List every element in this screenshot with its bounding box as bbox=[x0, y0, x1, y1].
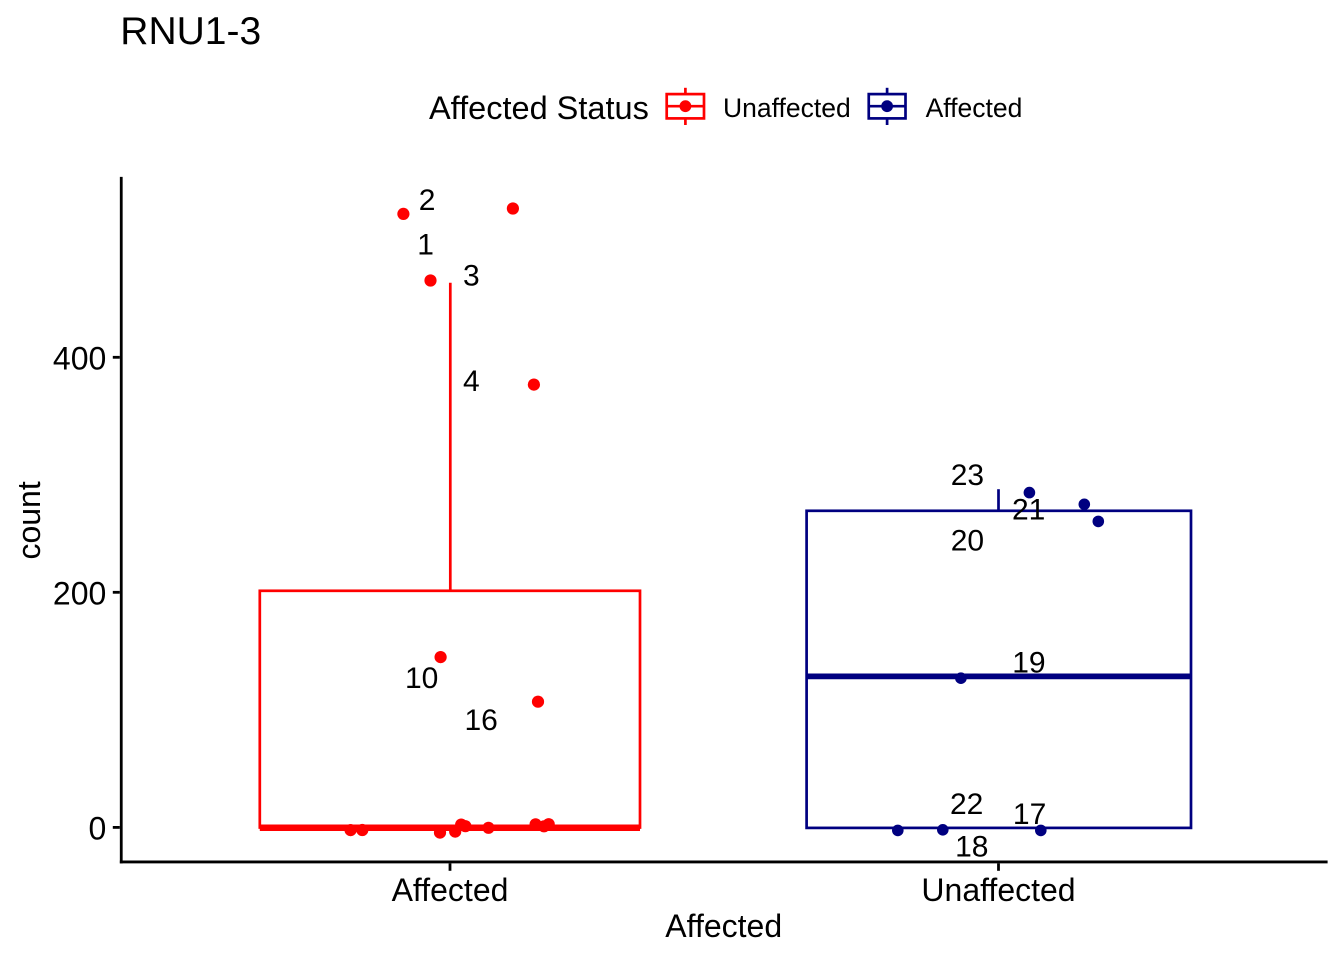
svg-text:Affected: Affected bbox=[926, 93, 1023, 123]
svg-text:Affected: Affected bbox=[392, 872, 509, 908]
svg-text:10: 10 bbox=[405, 662, 438, 695]
svg-text:19: 19 bbox=[1012, 647, 1045, 680]
svg-text:0: 0 bbox=[89, 810, 107, 846]
svg-text:20: 20 bbox=[951, 525, 984, 558]
svg-text:2: 2 bbox=[419, 184, 436, 217]
svg-text:22: 22 bbox=[950, 788, 983, 821]
svg-text:23: 23 bbox=[951, 459, 984, 492]
svg-text:3: 3 bbox=[463, 260, 480, 293]
svg-text:21: 21 bbox=[1012, 493, 1045, 526]
svg-text:400: 400 bbox=[53, 340, 106, 376]
svg-text:Affected: Affected bbox=[665, 908, 782, 944]
svg-text:RNU1-3: RNU1-3 bbox=[120, 10, 261, 53]
svg-text:count: count bbox=[11, 481, 47, 559]
svg-text:4: 4 bbox=[463, 365, 480, 398]
svg-text:Unaffected: Unaffected bbox=[723, 93, 851, 123]
svg-text:18: 18 bbox=[955, 830, 988, 863]
svg-text:Unaffected: Unaffected bbox=[921, 872, 1075, 908]
svg-text:1: 1 bbox=[417, 228, 434, 261]
svg-text:17: 17 bbox=[1013, 798, 1046, 831]
svg-text:16: 16 bbox=[465, 704, 498, 737]
svg-text:Affected Status: Affected Status bbox=[429, 90, 649, 126]
svg-text:200: 200 bbox=[53, 575, 106, 611]
